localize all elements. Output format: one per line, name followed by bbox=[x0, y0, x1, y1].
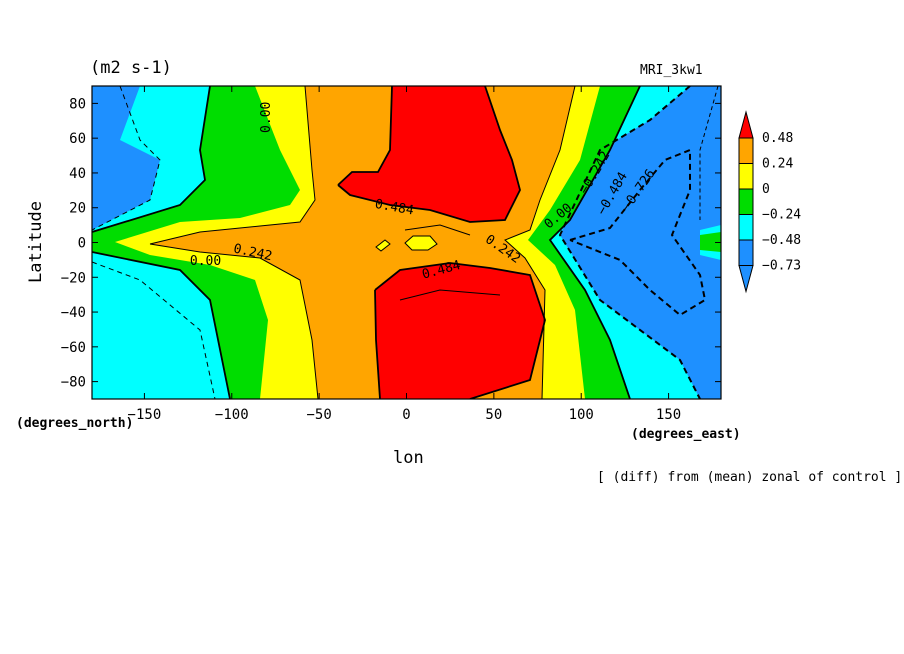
contour-label: 0.00 bbox=[259, 102, 274, 133]
contour-lines bbox=[92, 86, 719, 399]
region-blue-east bbox=[570, 150, 705, 315]
x-tick-label: 150 bbox=[656, 407, 681, 423]
colorbar: 0.48 0.24 0 −0.24 −0.48 −0.73 bbox=[738, 110, 801, 294]
y-axis: 80 60 40 20 0 −20 −40 −60 −80 bbox=[61, 96, 721, 391]
colorbar-label: 0.24 bbox=[762, 157, 793, 172]
x-tick-label: −50 bbox=[306, 407, 331, 423]
y-tick-label: 40 bbox=[69, 166, 86, 182]
contour-label: 0.00 bbox=[190, 254, 221, 269]
colorbar-top-arrow bbox=[738, 110, 754, 139]
region-green-east bbox=[700, 232, 721, 252]
model-label: MRI_3kw1 bbox=[640, 63, 703, 78]
x-tick-label: −150 bbox=[128, 407, 162, 423]
y-tick-label: 20 bbox=[69, 201, 86, 217]
colorbar-swatch bbox=[738, 214, 754, 241]
colorbar-label: −0.24 bbox=[762, 208, 801, 223]
x-axis-label: lon bbox=[393, 448, 424, 468]
y-tick-label: 60 bbox=[69, 131, 86, 147]
colorbar-label: 0.48 bbox=[762, 131, 793, 146]
y-units-label: (degrees_north) bbox=[16, 416, 134, 431]
y-tick-label: 0 bbox=[78, 236, 86, 252]
x-tick-label: 0 bbox=[402, 407, 410, 423]
colorbar-label: −0.48 bbox=[762, 233, 801, 248]
contour-label: 0.484 bbox=[374, 197, 415, 219]
colorbar-label: 0 bbox=[762, 182, 770, 197]
region-red-north bbox=[338, 86, 520, 222]
colorbar-swatch bbox=[738, 163, 754, 190]
y-tick-label: 80 bbox=[69, 96, 86, 112]
colorbar-label: −0.73 bbox=[762, 259, 801, 274]
x-units-label: (degrees_east) bbox=[631, 427, 741, 442]
region-red-eq2 bbox=[375, 239, 391, 252]
y-tick-label: −40 bbox=[61, 305, 86, 321]
colorbar-swatch bbox=[738, 239, 754, 266]
x-axis: −150 −100 −50 0 50 100 150 bbox=[128, 86, 681, 423]
x-tick-label: −100 bbox=[215, 407, 249, 423]
y-tick-label: −60 bbox=[61, 340, 86, 356]
y-tick-label: −80 bbox=[61, 375, 86, 391]
region-red-eq1 bbox=[404, 235, 438, 251]
colorbar-swatch bbox=[738, 188, 754, 215]
footer-note: [ (diff) from (mean) zonal of control ] bbox=[597, 470, 903, 485]
x-tick-label: 100 bbox=[569, 407, 594, 423]
x-tick-label: 50 bbox=[485, 407, 502, 423]
y-tick-label: −20 bbox=[61, 270, 86, 286]
colorbar-swatch bbox=[738, 137, 754, 164]
region-red-south bbox=[375, 263, 545, 399]
units-label: (m2 s-1) bbox=[90, 58, 172, 78]
colorbar-bottom-arrow bbox=[738, 265, 754, 294]
